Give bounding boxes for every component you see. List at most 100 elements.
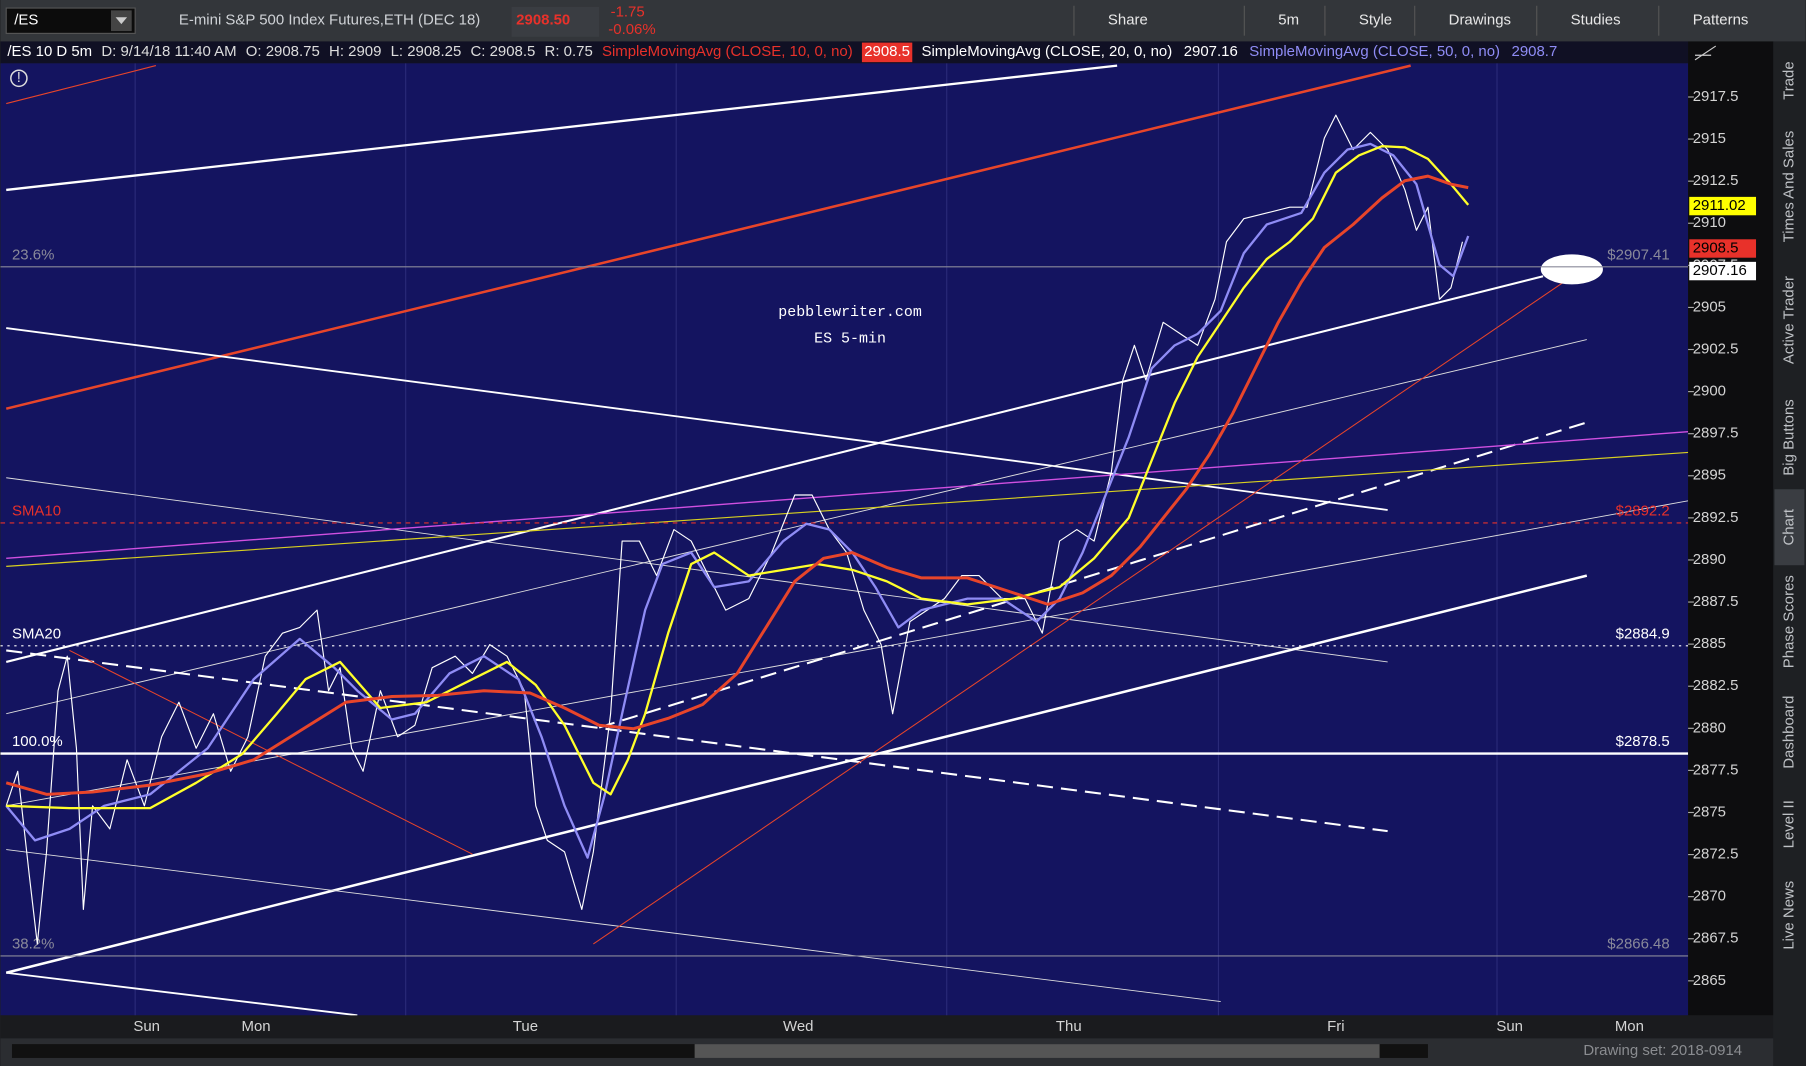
price-box — [1689, 239, 1757, 258]
time-axis — [0, 1015, 1774, 1039]
y-tick-label: 2910 — [1693, 214, 1726, 231]
study-value: 2907.16 — [1184, 43, 1238, 60]
toolbar-buttons: Share 5m Style Drawings Studies Patterns — [1073, 5, 1749, 36]
study-value-box — [861, 42, 913, 63]
change-pct: -0.06% — [608, 21, 655, 38]
toolbar-button — [1073, 5, 1075, 36]
study-name: SimpleMovingAvg (CLOSE, 50, 0, no) — [1249, 43, 1500, 60]
side-tab[interactable]: Level II — [1780, 800, 1797, 848]
study-name: SimpleMovingAvg (CLOSE, 10, 0, no) — [602, 43, 853, 60]
side-tab[interactable]: Chart — [1780, 508, 1797, 545]
toolbar-button — [1658, 5, 1660, 36]
toolbar-button-label[interactable]: Studies — [1571, 12, 1621, 29]
info-line: /ES 10 D 5m D: 9/14/18 11:40 AM O: 2908.75… — [7, 42, 1558, 63]
toolbar-button — [1414, 5, 1416, 36]
toolbar-button-label[interactable]: Drawings — [1449, 12, 1511, 29]
ohlc-low: L: 2908.25 — [391, 43, 462, 60]
price-box-label: 2908.5 — [1693, 239, 1739, 256]
price-axis-ticks: 2865 2867.5 2870 2872.5 2875 2877.5 2880 2882.5… — [1688, 88, 1757, 989]
y-tick-label: 2885 — [1693, 635, 1726, 652]
price-curves — [5, 114, 1470, 945]
dropdown-icon — [115, 17, 128, 25]
y-tick-label: 2892.5 — [1693, 509, 1739, 526]
y-tick-label: 2905 — [1693, 298, 1726, 315]
study-name: SimpleMovingAvg (CLOSE, 20, 0, no) — [921, 43, 1172, 60]
price-box — [511, 6, 600, 37]
study-value: 2908.7 — [1512, 43, 1558, 60]
axis-icon[interactable] — [1694, 45, 1717, 61]
toolbar-button-label[interactable]: 5m — [1278, 12, 1299, 29]
level-label: $2878.5 — [1616, 733, 1670, 750]
x-tick-label: Mon — [241, 1018, 270, 1035]
watermark-label: ES 5-min — [814, 331, 886, 347]
price-box — [1689, 261, 1757, 281]
y-tick-label: 2865 — [1693, 972, 1726, 989]
ohlc-high: H: 2909 — [329, 43, 381, 60]
info-bar — [0, 41, 1689, 64]
side-tab[interactable]: Phase Scores — [1780, 575, 1797, 668]
drawings — [5, 64, 1689, 1017]
y-tick-label: 2867.5 — [1693, 930, 1739, 947]
side-tab[interactable]: Trade — [1780, 61, 1797, 100]
chart-id: /ES 10 D 5m — [7, 43, 92, 60]
x-tick-label: Fri — [1327, 1018, 1344, 1035]
y-tick-label: 2872.5 — [1693, 846, 1739, 863]
drawing-set: Drawing set: 2018-0914 — [1583, 1042, 1742, 1059]
toolbar-button — [1243, 5, 1245, 36]
y-tick-label: 2915 — [1693, 130, 1726, 147]
side-tab[interactable]: Active Trader — [1780, 276, 1797, 364]
ohlc-range: R: 0.75 — [545, 43, 593, 60]
ohlc-date: D: 9/14/18 11:40 AM — [101, 43, 236, 60]
alert-icon[interactable] — [10, 69, 28, 88]
y-tick-label: 2880 — [1693, 719, 1726, 736]
level-name: 23.6% — [12, 246, 54, 263]
ohlc-open: O: 2908.75 — [246, 43, 320, 60]
toolbar — [0, 0, 1806, 42]
level-name: 100.0% — [12, 733, 63, 750]
y-tick-label: 2870 — [1693, 888, 1726, 905]
y-tick-label: 2890 — [1693, 551, 1726, 568]
toolbar-button — [1536, 5, 1538, 36]
y-tick-label: 2887.5 — [1693, 593, 1739, 610]
levels: 23.6% $2907.41 SMA10 $2892.2 SMA20 $2884.9 100… — [0, 246, 1689, 957]
level-name: SMA20 — [12, 625, 61, 642]
alert-icon-mark: ! — [17, 69, 21, 86]
level-name: SMA10 — [12, 502, 61, 519]
y-tick-label: 2895 — [1693, 467, 1726, 484]
change: -1.75 — [611, 4, 645, 21]
last-price: 2908.50 — [516, 12, 570, 29]
y-tick-label: 2875 — [1693, 803, 1726, 820]
instrument: E-mini S&P 500 Index Futures,ETH (DEC 18… — [179, 12, 480, 29]
price-box-label: 2907.16 — [1693, 262, 1747, 279]
toolbar-button-label[interactable]: Patterns — [1693, 12, 1749, 29]
side-tabs: Trade Times And Sales Active Trader Big But… — [1774, 61, 1805, 950]
y-tick-label: 2900 — [1693, 383, 1726, 400]
y-tick-label: 2877.5 — [1693, 761, 1739, 778]
side-tab[interactable]: Live News — [1780, 881, 1797, 950]
plot-area — [0, 63, 1689, 1016]
y-tick-label: 2912.5 — [1693, 172, 1739, 189]
toolbar-button-label[interactable]: Share — [1108, 12, 1148, 29]
side-tab[interactable]: Times And Sales — [1780, 131, 1797, 243]
symbol: /ES — [14, 12, 38, 29]
toolbar-button-label[interactable]: Style — [1359, 12, 1392, 29]
y-tick-label: 2897.5 — [1693, 425, 1739, 442]
level-label: $2892.2 — [1616, 502, 1670, 519]
x-tick-label: Mon — [1615, 1018, 1644, 1035]
side-tab[interactable]: Dashboard — [1780, 696, 1797, 769]
ohlc-close: C: 2908.5 — [471, 43, 536, 60]
level-name: 38.2% — [12, 935, 54, 952]
scrollbar-thumb[interactable] — [694, 1044, 1380, 1058]
active-tab[interactable] — [1774, 489, 1805, 566]
side-tab[interactable]: Big Buttons — [1780, 399, 1797, 475]
x-tick-label: Wed — [783, 1018, 813, 1035]
study-value: 2908.5 — [864, 43, 910, 60]
toolbar-button — [1324, 5, 1326, 36]
price-box — [1689, 196, 1757, 216]
watermark-site: pebblewriter.com — [778, 305, 922, 321]
vertical-grid — [134, 63, 1498, 1016]
x-tick-label: Sun — [1496, 1018, 1523, 1035]
y-tick-label: 2902.5 — [1693, 340, 1739, 357]
